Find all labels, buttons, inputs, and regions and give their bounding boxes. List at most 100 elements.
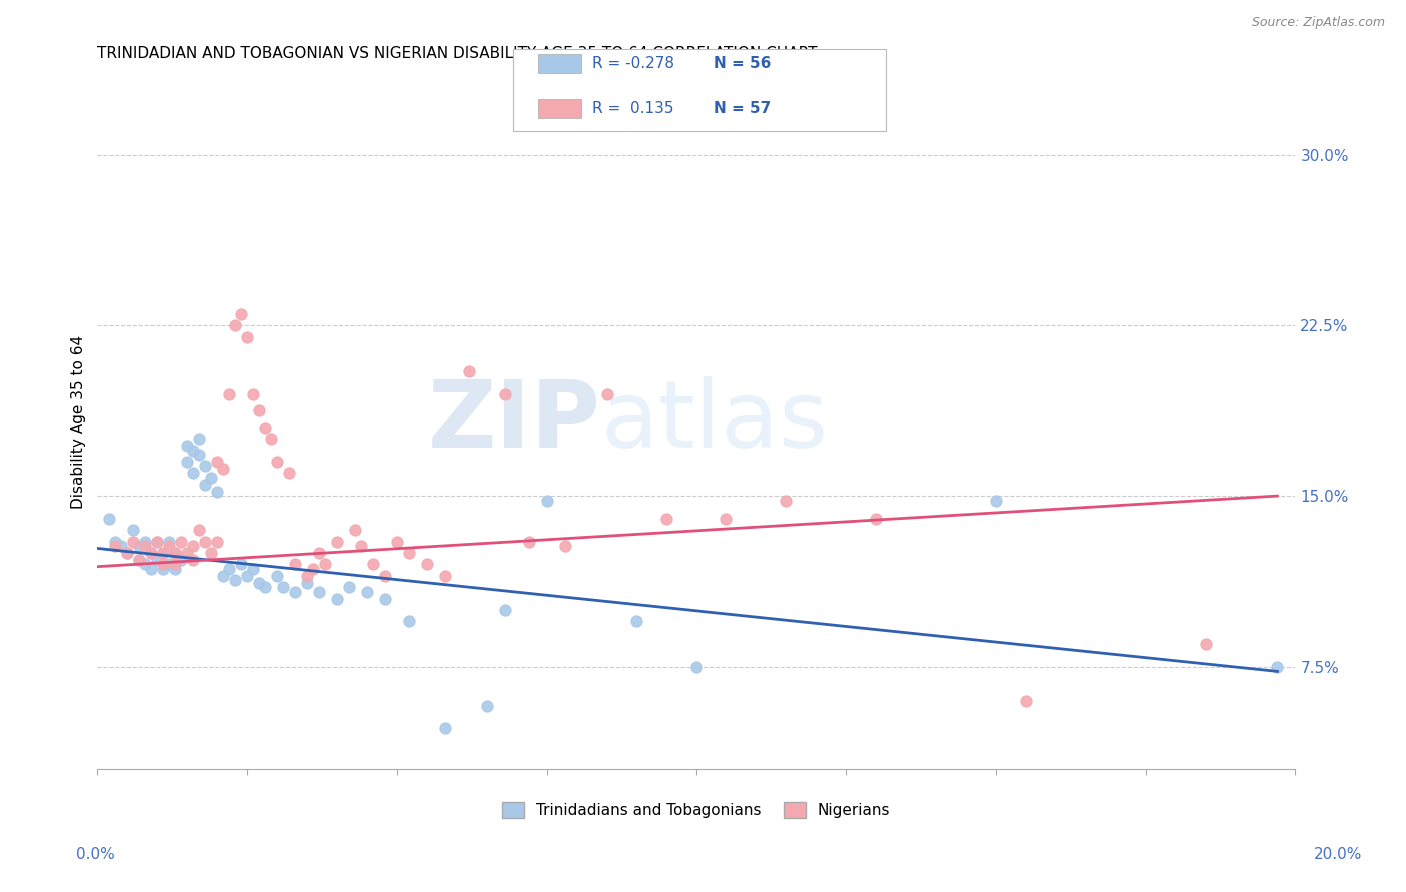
Point [278,467,301,481]
Point [128,553,150,567]
Point [141,546,163,560]
Point [205,484,228,499]
Point [271,580,294,594]
Text: ZIP: ZIP [427,376,600,468]
Point [984,493,1007,508]
Point [224,574,246,588]
Point [152,562,174,576]
Point [165,546,187,560]
Point [254,421,277,435]
Text: TRINIDADIAN AND TOBAGONIAN VS NIGERIAN DISABILITY AGE 35 TO 64 CORRELATION CHART: TRINIDADIAN AND TOBAGONIAN VS NIGERIAN D… [97,46,818,62]
Point [385,534,408,549]
Point [247,575,270,590]
Text: N = 56: N = 56 [714,56,772,71]
Point [685,660,707,674]
Point [494,603,516,617]
Text: R =  0.135: R = 0.135 [592,101,673,116]
Point [104,539,127,553]
Point [117,546,139,560]
Point [128,553,150,567]
Text: 20.0%: 20.0% [1315,847,1362,862]
Point [326,534,349,549]
Point [194,477,217,491]
Point [212,568,235,582]
Text: atlas: atlas [600,376,828,468]
Point [205,534,228,549]
Point [475,698,498,713]
Point [141,562,163,576]
Point [194,459,217,474]
Point [165,562,187,576]
Point [134,558,156,572]
Point [343,523,366,537]
Point [165,558,187,572]
Point [98,512,121,526]
Point [295,575,318,590]
Point [157,534,180,549]
Point [865,512,887,526]
Point [152,546,174,560]
Point [229,307,252,321]
Point [110,539,132,553]
Point [716,512,738,526]
Point [181,553,204,567]
Point [181,467,204,481]
Point [433,722,456,736]
Point [212,462,235,476]
Point [146,553,169,567]
Point [176,439,198,453]
Text: N = 57: N = 57 [714,101,772,116]
Point [236,329,259,343]
Y-axis label: Disability Age 35 to 64: Disability Age 35 to 64 [72,335,86,509]
Point [554,539,576,553]
Point [242,562,264,576]
Point [188,432,211,446]
Point [122,534,145,549]
Point [308,546,330,560]
Point [308,584,330,599]
Point [188,448,211,462]
Point [626,615,648,629]
Point [200,546,222,560]
Point [181,539,204,553]
Text: Source: ZipAtlas.com: Source: ZipAtlas.com [1251,16,1385,29]
Point [229,558,252,572]
Point [152,558,174,572]
Point [775,493,797,508]
Point [1194,637,1216,651]
Point [433,568,456,582]
Point [134,534,156,549]
Point [146,534,169,549]
Point [295,568,318,582]
Point [170,553,193,567]
Point [157,539,180,553]
Point [655,512,678,526]
Point [536,493,558,508]
Point [205,455,228,469]
Point [128,539,150,553]
Point [494,386,516,401]
Point [176,455,198,469]
Point [224,318,246,333]
Point [104,534,127,549]
Point [170,534,193,549]
Point [260,432,283,446]
Text: R = -0.278: R = -0.278 [592,56,673,71]
Point [247,402,270,417]
Point [266,455,288,469]
Point [200,471,222,485]
Point [141,546,163,560]
Point [254,580,277,594]
Point [152,546,174,560]
Point [416,558,439,572]
Point [356,584,378,599]
Point [398,615,420,629]
Point [218,562,240,576]
Point [122,523,145,537]
Point [266,568,288,582]
Point [595,386,617,401]
Point [188,523,211,537]
Point [242,386,264,401]
Point [350,539,373,553]
Legend: Trinidadians and Tobagonians, Nigerians: Trinidadians and Tobagonians, Nigerians [496,796,897,824]
